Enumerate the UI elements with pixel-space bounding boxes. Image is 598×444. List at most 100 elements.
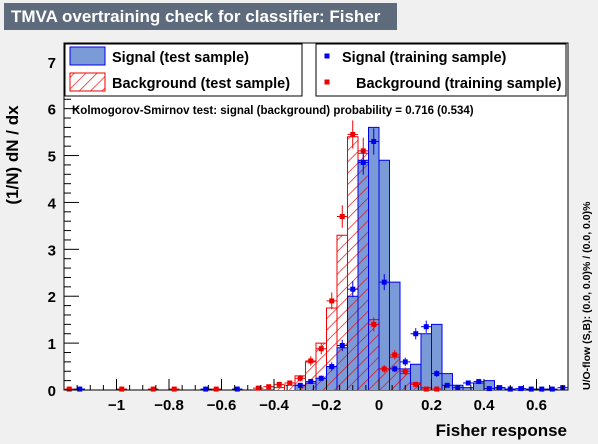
training-points bbox=[64, 120, 568, 392]
y-tick-label: 0 bbox=[48, 383, 56, 400]
x-tick-label: 0.2 bbox=[421, 397, 442, 414]
signal-train-point bbox=[402, 359, 408, 365]
signal-train-point bbox=[329, 364, 335, 370]
background-train-point bbox=[276, 381, 282, 387]
signal-train-point bbox=[339, 342, 345, 348]
overlap-bar bbox=[389, 357, 400, 390]
signal-train-point bbox=[360, 160, 366, 166]
x-tick-label: −0.2 bbox=[312, 397, 342, 414]
signal-train-point bbox=[539, 386, 545, 392]
background-train-point bbox=[255, 385, 261, 391]
plot-frame bbox=[63, 42, 569, 391]
x-tick-label: −1 bbox=[108, 397, 125, 414]
y-tick-label: 6 bbox=[48, 102, 56, 119]
background-train-point bbox=[318, 346, 324, 352]
legend-background-train: Background (training sample) bbox=[356, 76, 562, 92]
background-test-bar bbox=[284, 385, 295, 390]
background-test-bar bbox=[305, 361, 316, 390]
signal-test-bar bbox=[421, 333, 432, 390]
signal-train-point bbox=[350, 286, 356, 292]
legend-box-right bbox=[315, 43, 567, 97]
background-train-point bbox=[171, 386, 177, 392]
signal-train-point bbox=[381, 279, 387, 285]
x-tick-label: 0.6 bbox=[526, 397, 547, 414]
signal-test-bar bbox=[389, 282, 400, 390]
signal-train-point bbox=[434, 371, 440, 377]
x-tick-label: −0.8 bbox=[154, 397, 184, 414]
signal-train-point bbox=[371, 138, 377, 144]
overlap-bar bbox=[305, 382, 316, 390]
legend-marker-signal-train bbox=[324, 53, 330, 59]
legend-swatch-background-test bbox=[69, 72, 106, 92]
signal-test-bar bbox=[431, 324, 442, 390]
overlap-bar bbox=[379, 368, 390, 390]
signal-train-point bbox=[497, 385, 503, 391]
background-train-point bbox=[371, 321, 377, 327]
signal-train-point bbox=[392, 366, 398, 372]
signal-test-bar bbox=[484, 380, 495, 390]
signal-train-point bbox=[318, 375, 324, 381]
signal-train-point bbox=[486, 386, 492, 392]
overlap-bar bbox=[326, 366, 337, 390]
legend: Signal (test sample) Background (test sa… bbox=[64, 43, 567, 97]
signal-train-point bbox=[465, 380, 471, 386]
legend-marker-background-train bbox=[324, 79, 330, 85]
background-train-point bbox=[66, 386, 72, 392]
background-train-point bbox=[287, 380, 293, 386]
background-test-bar bbox=[347, 136, 358, 390]
y-tick-label: 3 bbox=[48, 242, 56, 259]
background-train-point bbox=[392, 352, 398, 358]
signal-train-point bbox=[549, 386, 555, 392]
signal-test-bar bbox=[473, 382, 484, 390]
signal-test-bar bbox=[442, 373, 453, 390]
overlap-bar bbox=[316, 378, 327, 390]
background-train-point bbox=[150, 386, 156, 392]
signal-train-point bbox=[528, 386, 534, 392]
overlap-bar bbox=[337, 347, 348, 390]
background-train-point bbox=[329, 298, 335, 304]
signal-train-point bbox=[518, 386, 524, 392]
x-tick-label: 0 bbox=[375, 397, 383, 414]
background-train-point bbox=[423, 386, 429, 392]
overlap-bar bbox=[347, 296, 358, 390]
background-train-point bbox=[434, 386, 440, 392]
background-train-point bbox=[297, 375, 303, 381]
legend-background-test: Background (test sample) bbox=[112, 76, 290, 92]
y-axis-title: (1/N) dN / dx bbox=[3, 105, 22, 205]
axes: −1 −0.8 −0.6 −0.4 −0.2 0 0.2 0.4 0.6 0 1 2 3 4 5 6 7 bbox=[48, 51, 564, 414]
legend-signal-test: Signal (test sample) bbox=[112, 50, 249, 66]
background-test-bar bbox=[326, 307, 337, 390]
ks-test-text: Kolmogorov-Smirnov test: signal (backgro… bbox=[72, 105, 474, 117]
signal-train-point bbox=[423, 324, 429, 330]
signal-train-point bbox=[444, 382, 450, 388]
y-tick-label: 2 bbox=[48, 289, 56, 306]
x-tick-label: 0.4 bbox=[474, 397, 496, 414]
signal-train-point bbox=[203, 386, 209, 392]
background-test-bar bbox=[316, 343, 327, 390]
background-train-point bbox=[213, 386, 219, 392]
legend-signal-train: Signal (training sample) bbox=[342, 50, 507, 66]
background-test-bar bbox=[274, 387, 285, 390]
overflow-label: U/O-flow (S,B): (0.0, 0.0)% / (0.0, 0.0)… bbox=[581, 201, 593, 390]
background-train-point bbox=[381, 366, 387, 372]
signal-train-point bbox=[308, 379, 314, 385]
y-tick-label: 4 bbox=[48, 195, 57, 212]
background-train-point bbox=[350, 131, 356, 137]
chart-title: TMVA overtraining check for classifier: … bbox=[4, 3, 397, 30]
x-axis-title: Fisher response bbox=[436, 421, 567, 440]
legend-swatch-signal-test bbox=[69, 46, 106, 66]
background-train-point bbox=[308, 358, 314, 364]
x-tick-label: −0.4 bbox=[259, 397, 289, 414]
overlap-bar bbox=[358, 160, 369, 390]
y-tick-label: 1 bbox=[48, 336, 56, 353]
signal-train-point bbox=[77, 386, 83, 392]
background-test-bar bbox=[337, 235, 348, 390]
x-tick-label: −0.6 bbox=[207, 397, 237, 414]
signal-train-point bbox=[413, 331, 419, 337]
signal-train-point bbox=[234, 386, 240, 392]
background-train-point bbox=[339, 214, 345, 219]
overlap-bar bbox=[368, 319, 379, 390]
background-train-point bbox=[413, 381, 419, 387]
background-train-point bbox=[266, 384, 272, 390]
